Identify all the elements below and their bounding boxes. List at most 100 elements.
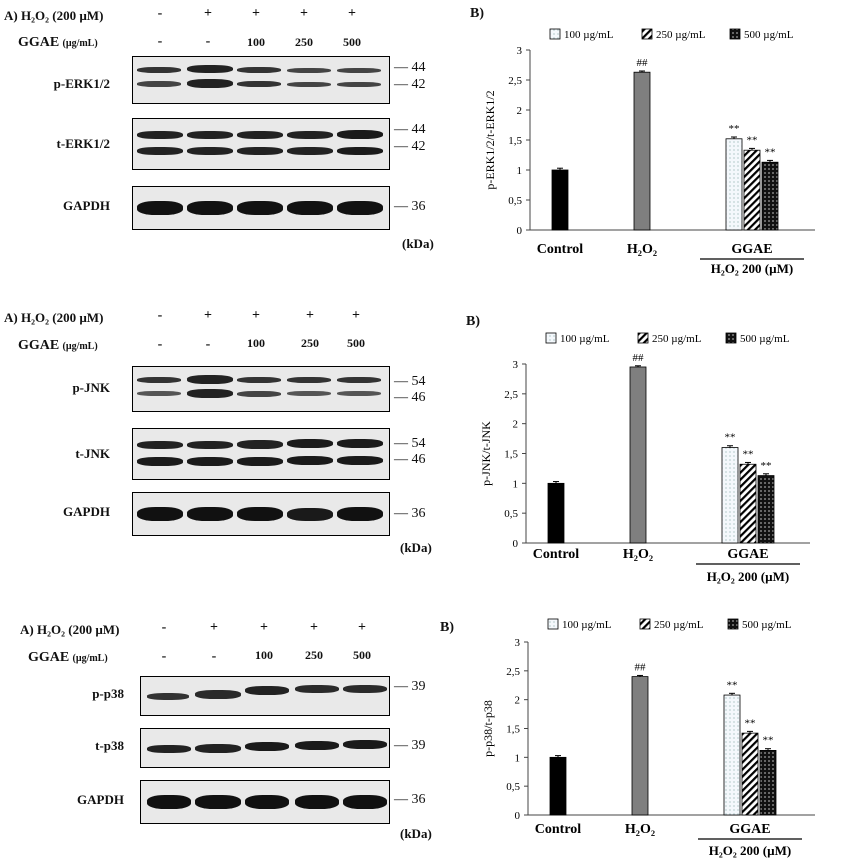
bar — [629, 366, 647, 544]
y-tick-label: 1 — [517, 165, 523, 177]
x-category-label: GGAE — [731, 242, 772, 257]
bar — [761, 161, 779, 231]
bar — [757, 475, 775, 544]
blot-label: p-p38 — [92, 686, 124, 701]
h2o2-lane-5: + — [358, 620, 366, 635]
legend-entry: 100 µg/mL — [560, 333, 610, 345]
ggae-heading: GGAE (µg/mL) — [18, 34, 98, 51]
ggae-label: GGAE — [28, 650, 70, 665]
significance-label: ** — [747, 134, 758, 146]
legend-entry: 250 µg/mL — [654, 619, 704, 631]
x-category-label: Control — [537, 242, 584, 257]
ggae-lane-5: 500 — [353, 648, 371, 662]
bar — [741, 732, 759, 816]
h2o2-label: H₂O₂ (200 µM) — [20, 8, 104, 23]
ggae-lane-3: 100 — [247, 336, 265, 350]
mw-marker: — 39 — [394, 679, 426, 694]
t-p38-blot — [140, 728, 390, 768]
y-tick-label: 1 — [515, 752, 521, 764]
h2o2-lane-3: + — [252, 6, 260, 21]
ggae-lane-1: - — [157, 337, 163, 352]
bar — [723, 694, 741, 816]
erk-figure-panel: A) H₂O₂ (200 µM) GGAE (µg/mL) - + + + + … — [0, 0, 865, 290]
blot-label: GAPDH — [63, 504, 110, 519]
ggae-unit: (µg/mL) — [62, 341, 98, 352]
y-tick-label: 1,5 — [508, 135, 522, 147]
blot-label: GAPDH — [63, 198, 110, 213]
bar — [725, 138, 743, 231]
h2o2-lane-2: + — [210, 620, 218, 635]
ggae-lane-4: 250 — [295, 35, 313, 49]
bar — [551, 169, 569, 231]
p-jnk-blot — [132, 366, 390, 412]
y-axis-label: p-ERK1/2/t-ERK1/2 — [483, 90, 497, 189]
bar — [549, 756, 567, 816]
legend-swatch — [637, 332, 649, 344]
x-category-label: H₂O₂ — [623, 547, 653, 562]
x-category-label: Control — [535, 822, 582, 837]
y-tick-label: 1,5 — [504, 449, 518, 461]
p-erk-blot — [132, 56, 390, 104]
panel-a-label: A) — [4, 310, 18, 325]
ggae-lane-1: - — [161, 649, 167, 664]
group-sublabel: H₂O₂ 200 (µM) — [709, 843, 791, 858]
blot-label: t-p38 — [95, 738, 124, 753]
ggae-lane-2: - — [205, 337, 211, 352]
legend-swatch — [545, 332, 557, 344]
ggae-lane-5: 500 — [343, 35, 361, 49]
h2o2-lane-1: - — [157, 6, 163, 21]
mw-marker: — 46 — [394, 452, 426, 467]
group-sublabel: H₂O₂ 200 (µM) — [707, 569, 789, 584]
group-sublabel: H₂O₂ 200 (µM) — [711, 261, 793, 276]
h2o2-lane-1: - — [161, 620, 167, 635]
jnk-bar-chart: 0 0,5 1 1,5 2 2,5 3 p-JNK/t-JNK 100 µg/mL 250 µg/… — [479, 332, 810, 584]
x-category-label: GGAE — [729, 822, 770, 837]
kda-label: (kDa) — [400, 540, 432, 555]
h2o2-lane-4: + — [300, 6, 308, 21]
legend-swatch — [639, 618, 651, 630]
panel-b-label: B) — [466, 314, 480, 329]
bar — [633, 71, 651, 231]
x-category-label: H₂O₂ — [625, 822, 655, 837]
mw-marker: — 42 — [394, 139, 426, 154]
mw-marker: — 39 — [394, 738, 426, 753]
significance-label: ## — [633, 352, 645, 364]
mw-marker: — 36 — [394, 199, 426, 214]
h2o2-lane-2: + — [204, 6, 212, 21]
legend-swatch — [727, 618, 739, 630]
gapdh-blot — [132, 186, 390, 230]
y-tick-label: 2 — [517, 105, 523, 117]
ggae-unit: (µg/mL) — [72, 653, 108, 664]
kda-label: (kDa) — [400, 826, 432, 841]
bar — [743, 149, 761, 231]
h2o2-lane-1: - — [157, 308, 163, 323]
legend-swatch — [725, 332, 737, 344]
ggae-lane-1: - — [157, 34, 163, 49]
y-tick-label: 2,5 — [504, 389, 518, 401]
panel-a-heading: A) H₂O₂ (200 µM) — [4, 8, 103, 24]
p38-figure-panel: A) H₂O₂ (200 µM) GGAE (µg/mL) - + + + + … — [0, 612, 865, 863]
h2o2-lane-5: + — [352, 308, 360, 323]
blot-label: t-JNK — [75, 446, 110, 461]
h2o2-label: H₂O₂ (200 µM) — [36, 622, 120, 637]
legend-entry: 250 µg/mL — [656, 29, 706, 41]
significance-label: ** — [743, 448, 754, 460]
ggae-lane-2: - — [205, 34, 211, 49]
gapdh-blot — [132, 492, 390, 536]
ggae-lane-3: 100 — [247, 35, 265, 49]
y-tick-label: 1 — [513, 478, 519, 490]
y-tick-label: 3 — [517, 45, 523, 57]
significance-label: ** — [729, 123, 740, 135]
panel-a-label: A) — [4, 8, 18, 23]
bar — [739, 463, 757, 544]
h2o2-lane-3: + — [260, 620, 268, 635]
y-tick-label: 2 — [513, 419, 519, 431]
panel-a-heading: A) H₂O₂ (200 µM) — [20, 622, 119, 638]
y-tick-label: 3 — [515, 637, 521, 649]
significance-label: ** — [763, 735, 774, 747]
gapdh-blot — [140, 780, 390, 824]
y-tick-label: 0 — [517, 225, 523, 237]
x-category-label: GGAE — [727, 547, 768, 562]
y-tick-label: 0,5 — [504, 508, 518, 520]
